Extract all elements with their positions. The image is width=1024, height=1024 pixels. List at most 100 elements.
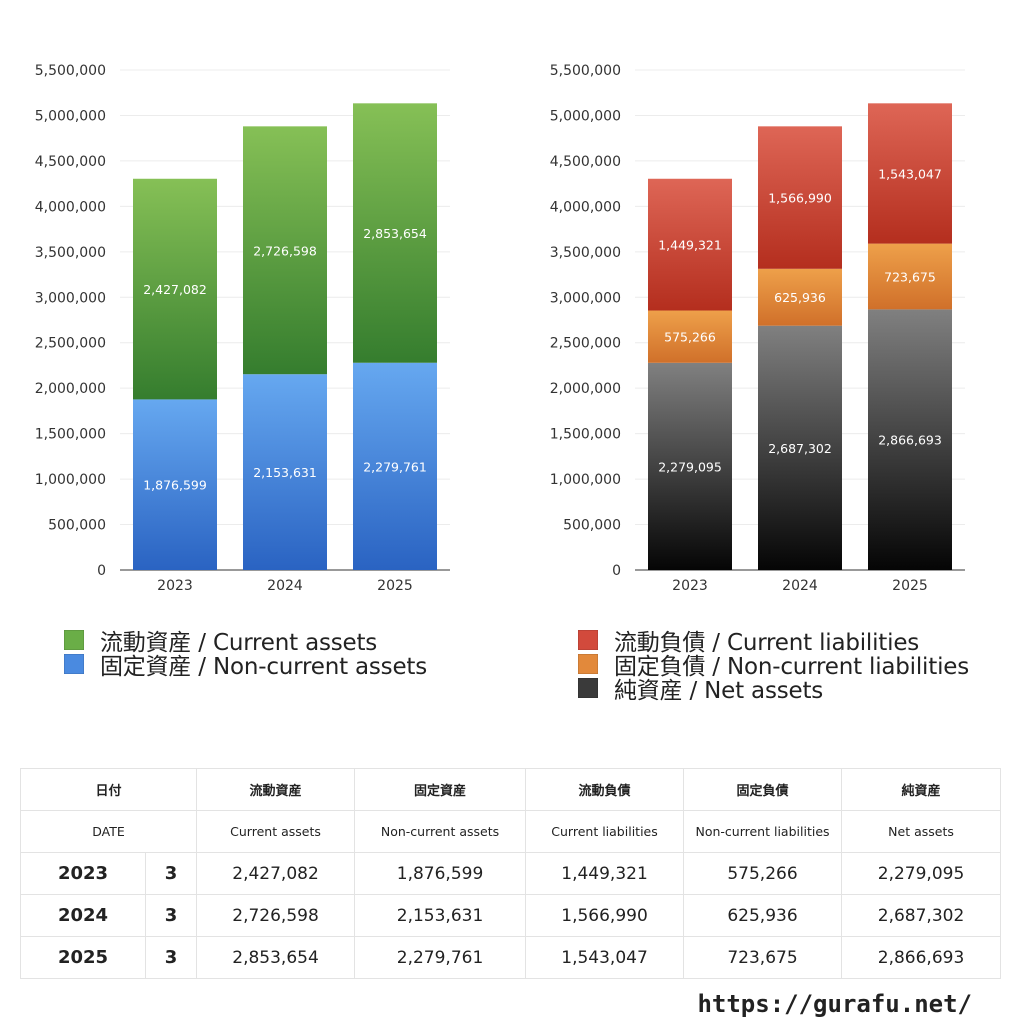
table-cell: 2,427,082 — [196, 852, 356, 895]
y-tick-label: 1,500,000 — [35, 427, 106, 443]
bar-non-current-assets-2025 — [353, 362, 437, 570]
legend-item-net-assets: 純資産 / Net assets — [578, 676, 969, 704]
data-label-net-assets-2023: 2,279,095 — [658, 459, 722, 474]
legend-label-net-assets: 純資産 / Net assets — [614, 678, 824, 704]
table-cell: 2,279,095 — [841, 852, 1002, 895]
data-label-non-current-assets-2023: 1,876,599 — [143, 478, 207, 493]
bar-current-liabilities-2024 — [758, 126, 842, 269]
y-tick-label: 3,500,000 — [550, 245, 621, 261]
table-header-net-assets-en: Net assets — [841, 810, 1002, 853]
y-tick-label: 5,500,000 — [35, 63, 106, 79]
y-tick-label: 2,000,000 — [550, 381, 621, 397]
liabilities-chart: 0 500,000 1,000,000 1,500,000 2,000,000 2,500… — [525, 50, 1005, 610]
x-tick-label-2025: 2025 — [377, 578, 413, 594]
bar-non-current-assets-2023 — [133, 399, 217, 570]
y-tick-label: 1,000,000 — [550, 472, 621, 488]
y-tick-label: 500,000 — [563, 518, 621, 534]
bar-non-current-liabilities-2024 — [758, 268, 842, 326]
legend-swatch-current-assets — [64, 630, 84, 650]
legend-item-current-liabilities: 流動負債 / Current liabilities — [578, 628, 969, 656]
table-cell-month: 3 — [144, 936, 198, 979]
data-label-non-current-liabilities-2025: 723,675 — [884, 269, 936, 284]
table-cell-year: 2025 — [20, 936, 146, 979]
legend-item-current-assets: 流動資産 / Current assets — [64, 628, 427, 656]
source-url[interactable]: https://gurafu.net/ — [697, 990, 972, 1018]
data-label-current-liabilities-2023: 1,449,321 — [658, 238, 722, 253]
data-label-current-assets-2025: 2,853,654 — [363, 226, 427, 241]
legend-label-non-current-liabilities: 固定負債 / Non-current liabilities — [614, 654, 969, 680]
table-cell: 2,726,598 — [196, 894, 356, 937]
bar-current-liabilities-2023 — [648, 178, 732, 311]
assets-chart: 0 500,000 1,000,000 1,500,000 2,000,000 2,500… — [10, 50, 490, 610]
y-tick-label: 0 — [612, 563, 621, 579]
legend-item-non-current-liabilities: 固定負債 / Non-current liabilities — [578, 652, 969, 680]
table-cell-year: 2024 — [20, 894, 146, 937]
liabilities-chart-svg: 0 500,000 1,000,000 1,500,000 2,000,000 2,500… — [550, 63, 965, 594]
table-header-net-assets-ja: 純資産 — [841, 768, 1002, 811]
legend-label-non-current-assets: 固定資産 / Non-current assets — [100, 654, 428, 680]
x-tick-label-2023: 2023 — [157, 578, 193, 594]
bar-current-assets-2025 — [353, 103, 437, 363]
x-tick-label-2023: 2023 — [672, 578, 708, 594]
legend-swatch-non-current-liabilities — [578, 654, 598, 674]
y-tick-label: 3,000,000 — [35, 290, 106, 306]
bar-net-assets-2024 — [758, 325, 842, 570]
y-tick-label: 3,000,000 — [550, 290, 621, 306]
data-label-non-current-assets-2025: 2,279,761 — [363, 459, 427, 474]
table-cell-month: 3 — [144, 894, 198, 937]
data-label-non-current-liabilities-2024: 625,936 — [774, 290, 826, 305]
table-header-non-current-liabilities-ja: 固定負債 — [683, 768, 843, 811]
table-row: 2025 3 2,853,654 2,279,761 1,543,047 723… — [20, 936, 1002, 979]
table-cell: 1,566,990 — [525, 894, 685, 937]
bar-net-assets-2025 — [868, 309, 952, 570]
x-tick-label-2024: 2024 — [267, 578, 303, 594]
y-tick-label: 2,500,000 — [550, 336, 621, 352]
table-header-date-ja: 日付 — [19, 768, 198, 811]
data-label-net-assets-2024: 2,687,302 — [768, 441, 832, 456]
legend-label-current-liabilities: 流動負債 / Current liabilities — [614, 630, 920, 656]
table-cell: 2,153,631 — [354, 894, 527, 937]
table-header-date-en: DATE — [19, 810, 198, 853]
table-header-ja-row: 日付 流動資産 固定資産 流動負債 固定負債 純資産 — [19, 768, 1002, 811]
table-header-current-liabilities-ja: 流動負債 — [525, 768, 685, 811]
table-header-current-liabilities-en: Current liabilities — [525, 810, 685, 853]
y-tick-label: 3,500,000 — [35, 245, 106, 261]
table-cell: 723,675 — [683, 936, 843, 979]
table-cell-year: 2023 — [20, 852, 146, 895]
bar-current-liabilities-2025 — [868, 103, 952, 244]
table-header-current-assets-ja: 流動資産 — [196, 768, 356, 811]
table-header-current-assets-en: Current assets — [196, 810, 356, 853]
table-cell: 2,853,654 — [196, 936, 356, 979]
data-label-non-current-liabilities-2023: 575,266 — [664, 330, 716, 345]
legend-label-current-assets: 流動資産 / Current assets — [100, 630, 378, 656]
y-tick-label: 2,500,000 — [35, 336, 106, 352]
table-header-non-current-liabilities-en: Non-current liabilities — [683, 810, 843, 853]
table-cell: 2,687,302 — [841, 894, 1002, 937]
legend-swatch-net-assets — [578, 678, 598, 698]
x-tick-label-2024: 2024 — [782, 578, 818, 594]
table-cell: 1,543,047 — [525, 936, 685, 979]
y-tick-label: 4,500,000 — [35, 154, 106, 170]
data-table: 日付 流動資産 固定資産 流動負債 固定負債 純資産 DATE Current … — [19, 768, 1002, 979]
table-cell: 1,449,321 — [525, 852, 685, 895]
assets-chart-svg: 0 500,000 1,000,000 1,500,000 2,000,000 2,500… — [35, 63, 450, 594]
x-tick-label-2025: 2025 — [892, 578, 928, 594]
assets-legend: 流動資産 / Current assets 固定資産 / Non-current… — [64, 628, 427, 680]
table-header-non-current-assets-en: Non-current assets — [354, 810, 527, 853]
table-header-en-row: DATE Current assets Non-current assets C… — [19, 810, 1002, 853]
y-tick-label: 5,000,000 — [35, 108, 106, 124]
liabilities-legend: 流動負債 / Current liabilities 固定負債 / Non-cu… — [578, 628, 969, 704]
bar-non-current-liabilities-2025 — [868, 243, 952, 310]
table-cell: 2,279,761 — [354, 936, 527, 979]
data-label-current-assets-2024: 2,726,598 — [253, 243, 317, 258]
legend-swatch-non-current-assets — [64, 654, 84, 674]
y-tick-label: 4,000,000 — [550, 199, 621, 215]
table-cell: 1,876,599 — [354, 852, 527, 895]
bar-net-assets-2023 — [648, 362, 732, 570]
y-tick-label: 2,000,000 — [35, 381, 106, 397]
table-cell: 2,866,693 — [841, 936, 1002, 979]
y-tick-label: 500,000 — [48, 518, 106, 534]
data-label-current-liabilities-2024: 1,566,990 — [768, 191, 832, 206]
data-label-current-assets-2023: 2,427,082 — [143, 282, 207, 297]
bar-current-assets-2024 — [243, 126, 327, 375]
